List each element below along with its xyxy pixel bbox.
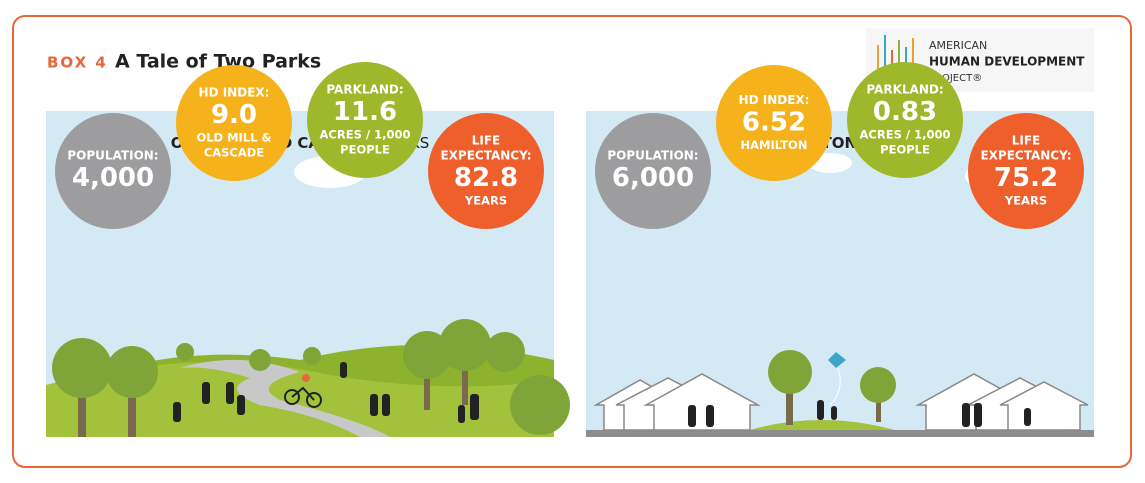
kite [828, 352, 846, 368]
stat-note: PEOPLE [880, 143, 930, 157]
stat-label: EXPECTANCY: [440, 149, 531, 163]
trunk [876, 392, 881, 422]
person [202, 382, 210, 404]
path [180, 359, 390, 437]
stat-value: 75.2 [994, 163, 1058, 193]
tree [403, 331, 451, 379]
stat-note: PEOPLE [340, 143, 390, 157]
logo-text: HUMAN DEVELOPMENT [929, 55, 1085, 69]
stat-label: POPULATION: [67, 149, 158, 163]
stat-label: HD INDEX: [199, 86, 270, 100]
person [817, 400, 824, 420]
tree [52, 338, 112, 398]
stat-note: CASCADE [204, 146, 265, 160]
stat-note: YEARS [464, 194, 507, 208]
person [688, 405, 696, 427]
tree [249, 349, 271, 371]
trunk [424, 370, 430, 410]
bike [284, 386, 322, 408]
person [370, 394, 378, 416]
logo-text: AMERICAN [929, 39, 987, 52]
tree [176, 343, 194, 361]
person [974, 403, 982, 427]
frame [291, 386, 315, 401]
people [688, 400, 1031, 427]
stat-circle [176, 65, 292, 181]
stat-circle [595, 113, 711, 229]
stat-note: OLD MILL & [196, 131, 271, 145]
tree [106, 346, 158, 398]
stat-value: 0.83 [873, 97, 937, 127]
tree [768, 350, 812, 394]
person [1024, 408, 1031, 426]
kite-string [829, 367, 841, 406]
person [831, 406, 837, 420]
trunk [462, 360, 468, 405]
box-label: BOX 4 [47, 54, 108, 72]
stat-label: LIFE [472, 134, 501, 148]
stat-value: 11.6 [333, 97, 397, 127]
person [237, 395, 245, 415]
person [173, 402, 181, 422]
people [173, 362, 479, 423]
stat-value: 6,000 [612, 163, 694, 193]
stat-label: LIFE [1012, 134, 1041, 148]
stat-label: PARKLAND: [866, 83, 943, 97]
person [382, 394, 390, 416]
helmet [302, 374, 310, 382]
logo-text: PROJECT® [929, 73, 982, 84]
stat-circle [968, 113, 1084, 229]
wheel [306, 392, 322, 408]
stat-note: ACRES / 1,000 [860, 128, 951, 142]
person [706, 405, 714, 427]
person [340, 362, 347, 378]
stat-circle [307, 62, 423, 178]
house [643, 373, 761, 431]
tree [860, 367, 896, 403]
stat-label: HD INDEX: [739, 93, 810, 107]
title: A Tale of Two Parks [115, 51, 321, 73]
stat-value: 6.52 [742, 108, 806, 138]
person [470, 394, 479, 420]
trunk [78, 380, 86, 437]
stat-value: 9.0 [211, 100, 257, 130]
stat-label: POPULATION: [607, 149, 698, 163]
stat-circle [428, 113, 544, 229]
tree [303, 347, 321, 365]
trees [52, 319, 570, 437]
wheel [284, 389, 300, 405]
tree [510, 375, 570, 435]
person [962, 403, 970, 427]
stat-value: 82.8 [454, 163, 518, 193]
stat-circle [847, 62, 963, 178]
stat-note: ACRES / 1,000 [320, 128, 411, 142]
stat-label: PARKLAND: [326, 83, 403, 97]
stat-circle [716, 65, 832, 181]
stat-note: YEARS [1004, 194, 1047, 208]
tree [485, 332, 525, 372]
stat-note: HAMILTON [741, 138, 808, 152]
trunk [786, 380, 793, 425]
ground [586, 430, 1094, 437]
trunk [128, 385, 136, 437]
houses [593, 373, 1089, 431]
stat-value: 4,000 [72, 163, 154, 193]
stat-circle [55, 113, 171, 229]
house [999, 381, 1089, 431]
stat-label: EXPECTANCY: [980, 149, 1071, 163]
person [458, 405, 465, 423]
tree [439, 319, 491, 371]
person [226, 382, 234, 404]
